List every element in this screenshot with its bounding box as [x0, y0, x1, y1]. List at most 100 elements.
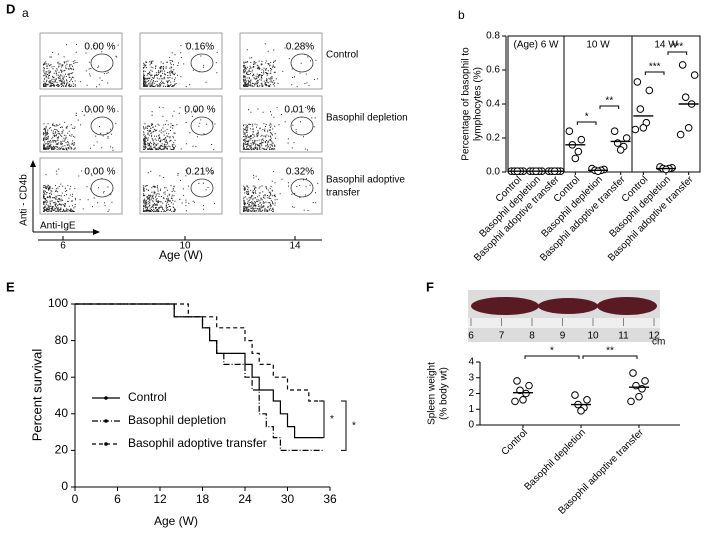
- data-point: [636, 105, 645, 113]
- y-tick-label: 100: [48, 296, 68, 310]
- data-point: [513, 377, 521, 385]
- group-label: 10 W: [586, 40, 610, 51]
- y-axis-label: Percent survival: [29, 349, 44, 442]
- significance-label: **: [605, 96, 613, 107]
- survival-line: [75, 303, 323, 439]
- data-point: [633, 78, 642, 86]
- significance-label: *: [550, 346, 554, 357]
- flow-plot: [39, 95, 123, 153]
- y-tick-label: 1: [468, 404, 474, 415]
- ruler-label: 11: [618, 331, 629, 342]
- ruler-label: 6: [468, 331, 474, 342]
- age-tick-label: 10: [179, 241, 191, 252]
- x-tick-label: 30: [281, 492, 295, 506]
- data-point: [631, 125, 640, 134]
- x-tick-label: 18: [196, 492, 210, 506]
- gate-percent: 0.16%: [186, 42, 214, 53]
- panel-letter: F: [426, 279, 434, 294]
- data-point: [681, 93, 690, 101]
- panel-letter: E: [6, 279, 15, 294]
- legend-marker: [104, 419, 108, 423]
- data-point: [516, 386, 524, 395]
- y-tick-label: 4: [468, 357, 474, 368]
- y-tick-label: 0.8: [486, 31, 500, 42]
- group-label: (Age) 6 W: [513, 40, 559, 51]
- data-point: [525, 381, 533, 390]
- data-point: [622, 134, 631, 142]
- significance-bracket: [341, 400, 347, 451]
- ruler-label: 7: [499, 331, 505, 342]
- gate: [190, 53, 214, 73]
- significance-bracket: [524, 355, 580, 359]
- arrow-head: [93, 229, 100, 235]
- x-tick-label: 36: [323, 492, 337, 506]
- gate-percent: 0.21%: [186, 167, 214, 178]
- significance-bracket: [644, 71, 665, 75]
- y-tick-label: 0.4: [486, 99, 500, 110]
- y-axis-label: lymphocytes (%): [473, 67, 484, 141]
- dot-cloud: [243, 107, 316, 151]
- y-tick-label: 0: [61, 479, 68, 493]
- gate-percent: 0.32%: [286, 167, 314, 178]
- y-tick-label: 3: [468, 372, 474, 383]
- data-point: [684, 124, 693, 132]
- ruler-unit: cm: [652, 337, 665, 348]
- gate-percent: 0.00 %: [184, 105, 215, 116]
- age-tick-label: 14: [289, 241, 301, 252]
- data-point: [662, 165, 670, 174]
- data-point: [522, 389, 530, 398]
- data-point: [629, 369, 637, 377]
- flow-plot: [39, 157, 123, 215]
- dot-cloud: [243, 43, 318, 88]
- data-point: [511, 397, 519, 406]
- axis-label: Anti - CD4b: [19, 174, 30, 226]
- dot-cloud: [43, 108, 119, 151]
- ruler-label: 9: [560, 331, 566, 342]
- spleen: [597, 297, 657, 315]
- age-tick-label: 6: [60, 241, 66, 252]
- gate: [90, 178, 114, 198]
- data-point: [571, 154, 580, 163]
- dot-cloud: [143, 106, 216, 151]
- x-tick-label: 12: [153, 492, 167, 506]
- gate-percent: 0.00 %: [84, 105, 115, 116]
- legend-marker: [104, 396, 108, 400]
- x-tick-label: 6: [114, 492, 121, 506]
- y-tick-label: 80: [55, 333, 69, 347]
- ruler-label: 8: [529, 331, 535, 342]
- data-point: [635, 392, 643, 401]
- y-tick-label: 0.0: [486, 167, 500, 178]
- x-tick-label: 24: [238, 492, 252, 506]
- data-point: [645, 86, 654, 95]
- significance-label: *: [585, 112, 589, 123]
- group-label: 14 W: [654, 40, 678, 51]
- panel-sub-letter: a: [22, 6, 29, 20]
- dot-cloud: [43, 44, 119, 88]
- x-tick-label: 0: [72, 492, 79, 506]
- data-point: [519, 396, 527, 404]
- gate-percent: 0.00 %: [84, 167, 115, 178]
- legend-label: Basophil adoptive transfer: [128, 436, 267, 450]
- y-axis-label: (% body wt): [439, 367, 450, 420]
- legend-label: Basophil depletion: [128, 413, 226, 427]
- flow-plot: [39, 32, 123, 90]
- survival-line: [75, 303, 323, 402]
- significance-label: ***: [649, 62, 661, 73]
- data-point: [676, 130, 685, 139]
- arrow-head: [30, 160, 36, 167]
- y-tick-label: 20: [55, 443, 69, 457]
- gate: [190, 178, 214, 198]
- data-point: [571, 391, 579, 399]
- y-axis-label: Spleen weight: [427, 362, 438, 425]
- flow-plot: [239, 157, 323, 215]
- y-tick-label: 0.2: [486, 133, 500, 144]
- significance-bracket: [599, 105, 620, 109]
- significance-label: *: [352, 420, 356, 431]
- x-tick-label: Control: [499, 427, 530, 458]
- dot-cloud: [143, 169, 215, 212]
- axis-label: Age (W): [159, 248, 203, 262]
- row-label: Control: [326, 50, 358, 61]
- significance-label: **: [606, 346, 614, 357]
- row-label: Basophil depletion: [326, 113, 408, 124]
